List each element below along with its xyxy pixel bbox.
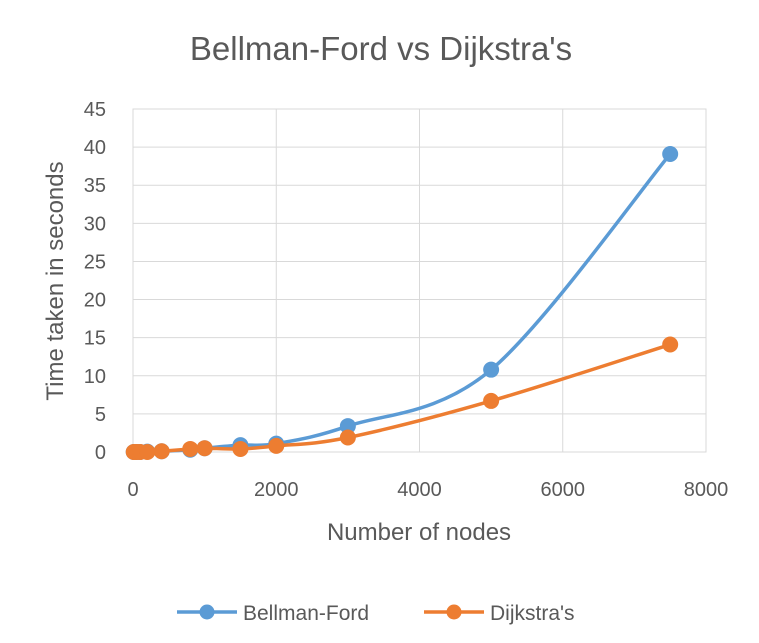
legend: Bellman-Ford Dijkstra's [177,602,575,625]
x-tick-label: 6000 [541,479,586,501]
series-bellman-ford [125,145,679,460]
x-tick-label: 4000 [397,479,442,501]
chart-title: Bellman-Ford vs Dijkstra's [190,30,572,67]
y-tick-label: 5 [95,404,106,426]
legend-marker [199,604,215,620]
legend-label: Dijkstra's [490,602,575,625]
data-point-dijkstra-s [339,429,356,446]
legend-item-dijkstra-s: Dijkstra's [424,602,575,625]
x-tick-label: 0 [127,479,138,501]
y-tick-label: 30 [84,213,106,235]
y-tick-label: 40 [84,137,106,159]
series-line-bellman-ford [131,152,672,454]
data-point-dijkstra-s [483,392,500,409]
y-axis-ticks: 0 5 10 15 20 25 30 35 40 45 [84,99,106,464]
y-tick-label: 20 [84,290,106,312]
data-point-dijkstra-s [268,437,285,454]
data-point-dijkstra-s [196,440,213,457]
y-axis-title: Time taken in seconds [42,161,69,400]
y-tick-label: 35 [84,175,106,197]
x-axis-title: Number of nodes [327,519,511,546]
x-tick-label: 2000 [254,479,299,501]
plot-frame [132,108,707,453]
x-tick-label: 8000 [684,479,729,501]
y-tick-label: 45 [84,99,106,121]
y-tick-label: 10 [84,366,106,388]
y-tick-label: 0 [95,442,106,464]
legend-item-bellman-ford: Bellman-Ford [177,602,369,625]
data-point-bellman-ford [483,361,500,378]
data-point-dijkstra-s [232,440,249,457]
y-tick-label: 25 [84,251,106,273]
series-layer [125,145,679,460]
series-line-dijkstra-s [131,342,672,454]
data-point-dijkstra-s [139,444,156,460]
data-point-dijkstra-s [182,440,199,457]
data-point-bellman-ford [662,145,679,162]
x-axis-ticks: 0 2000 4000 6000 8000 [127,479,728,501]
series-dijkstra-s [125,336,679,460]
data-point-dijkstra-s [662,336,679,353]
legend-marker [446,604,462,620]
gridlines [132,108,707,453]
y-tick-label: 15 [84,328,106,350]
legend-label: Bellman-Ford [243,602,369,625]
data-point-dijkstra-s [153,443,170,460]
